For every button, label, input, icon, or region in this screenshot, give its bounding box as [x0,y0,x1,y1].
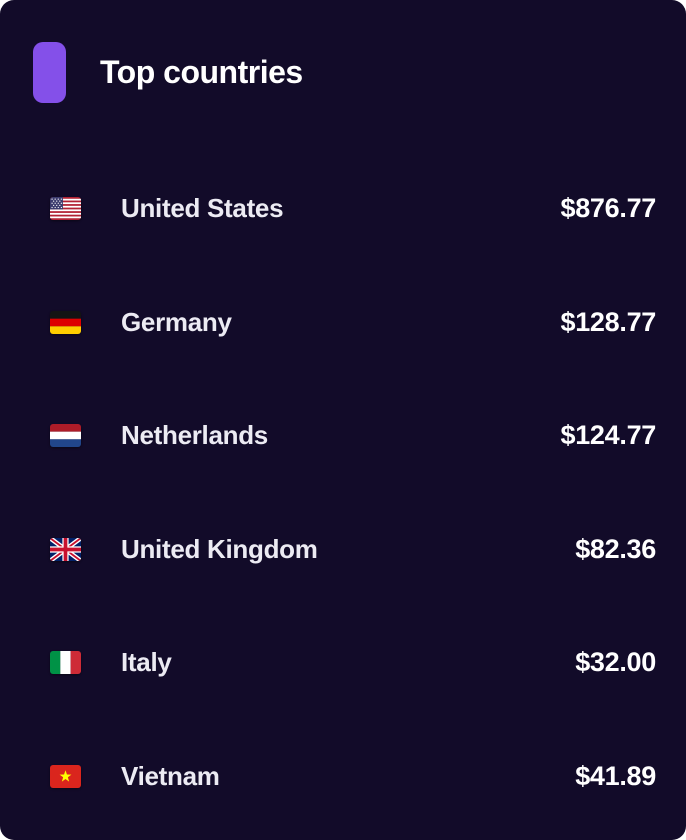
country-name: Netherlands [121,420,268,451]
country-row: United States $876.77 [50,152,656,266]
card-header: Top countries [0,0,686,145]
country-row: Vietnam $41.89 [50,720,656,834]
country-row: Germany $128.77 [50,266,656,380]
card-title: Top countries [100,54,303,90]
country-amount: $128.77 [560,306,657,337]
gb-flag-icon [50,537,81,561]
us-flag-icon [50,197,81,221]
de-flag-icon [50,310,81,334]
it-flag-icon [50,651,81,675]
country-list: United States $876.77 Germany $128.77 Ne… [0,145,686,833]
country-name: Italy [121,647,172,678]
country-name: Germany [121,306,232,337]
accent-bar [33,42,66,103]
country-row: Netherlands $124.77 [50,379,656,493]
country-amount: $124.77 [560,420,657,451]
nl-flag-icon [50,424,81,448]
country-amount: $32.00 [575,647,656,678]
country-name: Vietnam [121,760,220,791]
country-row: United Kingdom $82.36 [50,493,656,607]
country-name: United Kingdom [121,533,318,564]
vn-flag-icon [50,764,81,788]
country-row: Italy $32.00 [50,606,656,720]
country-amount: $876.77 [560,193,657,224]
country-name: United States [121,193,284,224]
country-amount: $41.89 [575,760,656,791]
country-amount: $82.36 [575,533,656,564]
